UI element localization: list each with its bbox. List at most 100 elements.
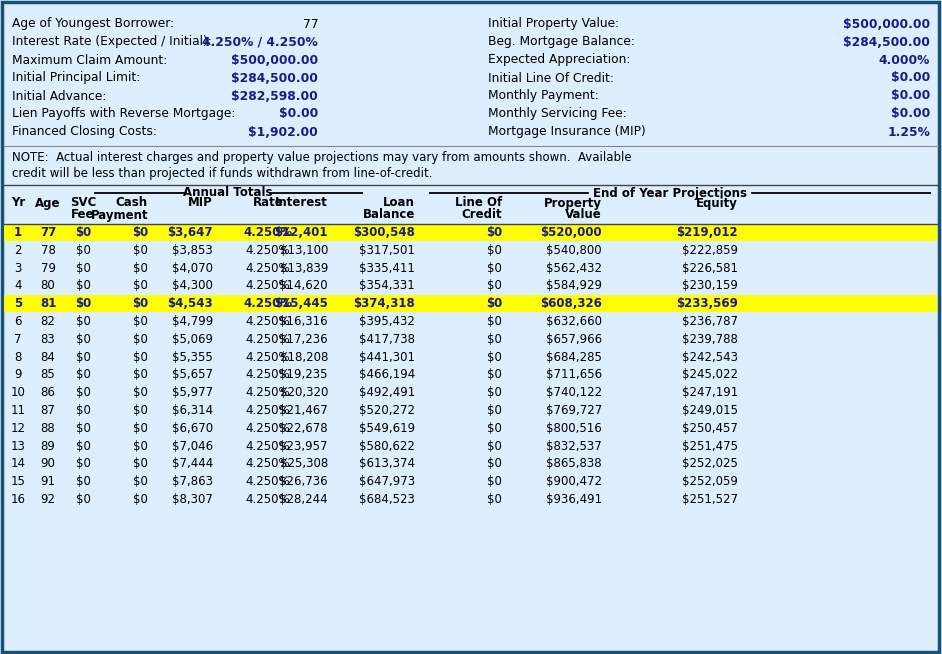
- Text: $226,581: $226,581: [682, 262, 738, 275]
- Text: $222,859: $222,859: [682, 244, 738, 257]
- Text: Fee: Fee: [72, 209, 95, 222]
- Text: $0: $0: [487, 439, 502, 453]
- Text: $284,500.00: $284,500.00: [231, 71, 318, 84]
- Bar: [4, 296, 937, 312]
- Text: $19,235: $19,235: [280, 368, 328, 381]
- Text: $832,537: $832,537: [546, 439, 602, 453]
- Text: Cash: Cash: [116, 196, 148, 209]
- Text: $0: $0: [75, 439, 90, 453]
- Text: $4,543: $4,543: [168, 297, 213, 310]
- Text: $0: $0: [487, 315, 502, 328]
- Text: $657,966: $657,966: [545, 333, 602, 346]
- Text: $0: $0: [133, 262, 148, 275]
- Text: $613,374: $613,374: [359, 457, 415, 470]
- Text: $936,491: $936,491: [545, 493, 602, 506]
- Text: $0: $0: [75, 493, 90, 506]
- Text: 77: 77: [302, 18, 318, 31]
- Text: Yr: Yr: [11, 196, 25, 209]
- Text: 89: 89: [41, 439, 56, 453]
- Text: $300,548: $300,548: [353, 226, 415, 239]
- Text: $5,977: $5,977: [171, 387, 213, 399]
- Text: Age of Youngest Borrower:: Age of Youngest Borrower:: [12, 18, 174, 31]
- Text: $20,320: $20,320: [280, 387, 328, 399]
- Text: $7,863: $7,863: [172, 475, 213, 488]
- Text: $0: $0: [133, 475, 148, 488]
- Text: Mortgage Insurance (MIP): Mortgage Insurance (MIP): [488, 126, 646, 139]
- Text: $549,619: $549,619: [359, 422, 415, 435]
- Text: $219,012: $219,012: [676, 226, 738, 239]
- Text: 6: 6: [14, 315, 22, 328]
- Text: $18,208: $18,208: [280, 351, 328, 364]
- Text: 4.250%: 4.250%: [246, 475, 290, 488]
- Text: $684,285: $684,285: [546, 351, 602, 364]
- Text: $0: $0: [487, 422, 502, 435]
- Text: $249,015: $249,015: [682, 404, 738, 417]
- Text: Balance: Balance: [363, 209, 415, 222]
- Text: 85: 85: [41, 368, 56, 381]
- Text: $0: $0: [487, 279, 502, 292]
- Text: 4.250%: 4.250%: [246, 404, 290, 417]
- Text: 16: 16: [10, 493, 25, 506]
- Text: credit will be less than projected if funds withdrawn from line-of-credit.: credit will be less than projected if fu…: [12, 167, 432, 179]
- Text: Monthly Servicing Fee:: Monthly Servicing Fee:: [488, 107, 626, 120]
- Text: $0: $0: [133, 439, 148, 453]
- Text: $252,025: $252,025: [682, 457, 738, 470]
- Text: Maximum Claim Amount:: Maximum Claim Amount:: [12, 54, 168, 67]
- Text: $0: $0: [133, 457, 148, 470]
- Text: 4.250%: 4.250%: [246, 279, 290, 292]
- Text: $711,656: $711,656: [545, 368, 602, 381]
- Text: $0: $0: [133, 387, 148, 399]
- Text: $0: $0: [133, 279, 148, 292]
- Text: $0: $0: [74, 226, 91, 239]
- Text: $236,787: $236,787: [682, 315, 738, 328]
- Text: $0: $0: [487, 262, 502, 275]
- Text: $0: $0: [487, 244, 502, 257]
- Text: $4,070: $4,070: [172, 262, 213, 275]
- Text: 4.250%: 4.250%: [246, 368, 290, 381]
- Text: $0: $0: [75, 315, 90, 328]
- Text: $0: $0: [133, 368, 148, 381]
- Text: 4.250%: 4.250%: [243, 297, 293, 310]
- Text: $0: $0: [133, 244, 148, 257]
- Text: $0: $0: [75, 387, 90, 399]
- Text: $0: $0: [75, 422, 90, 435]
- Text: $608,326: $608,326: [540, 297, 602, 310]
- Text: Financed Closing Costs:: Financed Closing Costs:: [12, 126, 157, 139]
- Text: 78: 78: [41, 244, 56, 257]
- Text: NOTE:  Actual interest charges and property value projections may vary from amou: NOTE: Actual interest charges and proper…: [12, 150, 632, 164]
- Text: $0.00: $0.00: [891, 107, 930, 120]
- Text: $251,527: $251,527: [682, 493, 738, 506]
- Text: Rate: Rate: [252, 196, 284, 209]
- Text: $492,491: $492,491: [359, 387, 415, 399]
- Text: Value: Value: [565, 209, 602, 222]
- Text: $0: $0: [75, 457, 90, 470]
- Text: $0.00: $0.00: [279, 107, 318, 120]
- Text: $233,569: $233,569: [676, 297, 738, 310]
- Text: Initial Advance:: Initial Advance:: [12, 90, 106, 103]
- Text: SVC: SVC: [70, 196, 96, 209]
- Text: Equity: Equity: [696, 196, 738, 209]
- Text: 8: 8: [14, 351, 22, 364]
- Text: $0: $0: [75, 279, 90, 292]
- Text: $0: $0: [75, 404, 90, 417]
- Text: 5: 5: [14, 297, 22, 310]
- Text: Beg. Mortgage Balance:: Beg. Mortgage Balance:: [488, 35, 635, 48]
- Text: 10: 10: [10, 387, 25, 399]
- Text: 81: 81: [40, 297, 57, 310]
- Text: 4.250%: 4.250%: [243, 226, 293, 239]
- Text: 88: 88: [41, 422, 56, 435]
- Text: $0: $0: [487, 457, 502, 470]
- Text: 80: 80: [41, 279, 56, 292]
- Text: $3,853: $3,853: [172, 244, 213, 257]
- Text: $12,401: $12,401: [274, 226, 328, 239]
- Text: 83: 83: [41, 333, 56, 346]
- Text: Annual Totals: Annual Totals: [184, 186, 273, 199]
- Text: Credit: Credit: [462, 209, 502, 222]
- Text: 4.250%: 4.250%: [246, 315, 290, 328]
- Text: 1.25%: 1.25%: [887, 126, 930, 139]
- Text: 15: 15: [10, 475, 25, 488]
- Text: 4.250%: 4.250%: [246, 457, 290, 470]
- Text: 4.000%: 4.000%: [879, 54, 930, 67]
- Text: 87: 87: [41, 404, 56, 417]
- Text: 86: 86: [41, 387, 56, 399]
